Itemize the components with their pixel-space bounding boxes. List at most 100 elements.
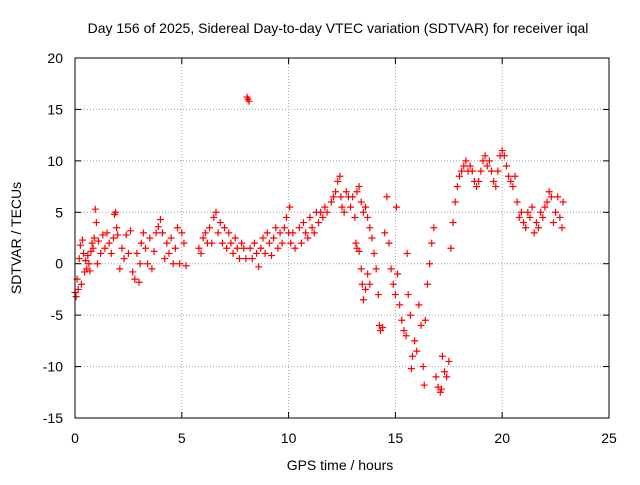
- data-point: [227, 239, 235, 247]
- data-point: [488, 167, 496, 175]
- data-point: [135, 278, 143, 286]
- data-point: [327, 198, 335, 206]
- data-point: [176, 260, 184, 268]
- data-point: [396, 301, 404, 309]
- data-point: [511, 172, 519, 180]
- data-point: [75, 255, 83, 263]
- data-point: [547, 193, 555, 201]
- data-point: [462, 157, 470, 165]
- data-point: [483, 162, 491, 170]
- data-point: [355, 247, 363, 255]
- data-point: [526, 213, 534, 221]
- data-point: [167, 234, 175, 242]
- data-point: [136, 260, 144, 268]
- data-point: [255, 263, 263, 271]
- data-point: [280, 224, 288, 232]
- data-point: [358, 280, 366, 288]
- data-point: [385, 239, 393, 247]
- data-point: [391, 291, 399, 299]
- data-point: [458, 167, 466, 175]
- data-point: [389, 280, 397, 288]
- data-point: [509, 183, 517, 191]
- data-point: [84, 251, 92, 259]
- data-point: [148, 265, 156, 273]
- data-point: [315, 219, 323, 227]
- data-point: [182, 262, 190, 270]
- data-point: [466, 162, 474, 170]
- data-point: [141, 244, 149, 252]
- data-point: [88, 239, 96, 247]
- data-point: [214, 229, 222, 237]
- data-point: [455, 172, 463, 180]
- data-point: [272, 224, 280, 232]
- data-point: [329, 193, 337, 201]
- data-point: [289, 229, 297, 237]
- data-point: [278, 239, 286, 247]
- data-point: [199, 234, 207, 242]
- data-point: [481, 152, 489, 160]
- data-point: [522, 224, 530, 232]
- data-point: [406, 311, 414, 319]
- data-point: [78, 236, 86, 244]
- data-point: [349, 193, 357, 201]
- data-point: [359, 296, 367, 304]
- data-point: [103, 229, 111, 237]
- y-tick-label: 15: [47, 101, 63, 117]
- data-point: [417, 321, 425, 329]
- data-point: [233, 244, 241, 252]
- data-point: [139, 229, 147, 237]
- data-point: [372, 265, 380, 273]
- data-point: [85, 260, 93, 268]
- tick-labels: 0 5 10 15 20 25 -15 -10 -5 0 5 10 15 20: [43, 50, 617, 446]
- data-point: [336, 172, 344, 180]
- data-point: [259, 234, 267, 242]
- data-point: [423, 280, 431, 288]
- data-point: [342, 188, 350, 196]
- data-point: [364, 213, 372, 221]
- data-point: [334, 177, 342, 185]
- data-point: [359, 208, 367, 216]
- data-point: [535, 224, 543, 232]
- data-point: [411, 337, 419, 345]
- data-point: [248, 255, 256, 263]
- y-tick-label: 0: [55, 256, 63, 272]
- data-point: [144, 260, 152, 268]
- data-point: [223, 244, 231, 252]
- data-point: [387, 265, 395, 273]
- data-point: [165, 249, 173, 257]
- data-point: [122, 231, 130, 239]
- data-point: [171, 244, 179, 252]
- data-point: [133, 249, 141, 257]
- data-point: [552, 208, 560, 216]
- data-point: [337, 193, 345, 201]
- data-point: [437, 385, 445, 393]
- data-point: [295, 224, 303, 232]
- grid-lines: [75, 58, 609, 418]
- data-point: [556, 213, 564, 221]
- x-tick-label: 5: [178, 430, 186, 446]
- data-point: [366, 280, 374, 288]
- data-point: [445, 357, 453, 365]
- data-point: [355, 183, 363, 191]
- data-point: [438, 352, 446, 360]
- data-point: [317, 208, 325, 216]
- data-point: [152, 229, 160, 237]
- data-point: [208, 239, 216, 247]
- data-point: [180, 239, 188, 247]
- data-point: [432, 373, 440, 381]
- data-point: [407, 365, 415, 373]
- data-point: [245, 97, 253, 105]
- data-point: [109, 234, 117, 242]
- data-point: [76, 241, 84, 249]
- data-point: [430, 224, 438, 232]
- data-point: [240, 244, 248, 252]
- data-point: [90, 234, 98, 242]
- data-point: [265, 239, 273, 247]
- data-point: [381, 229, 389, 237]
- data-point: [403, 249, 411, 257]
- x-tick-label: 15: [388, 430, 404, 446]
- data-point: [447, 244, 455, 252]
- y-tick-label: 5: [55, 204, 63, 220]
- data-point: [321, 203, 329, 211]
